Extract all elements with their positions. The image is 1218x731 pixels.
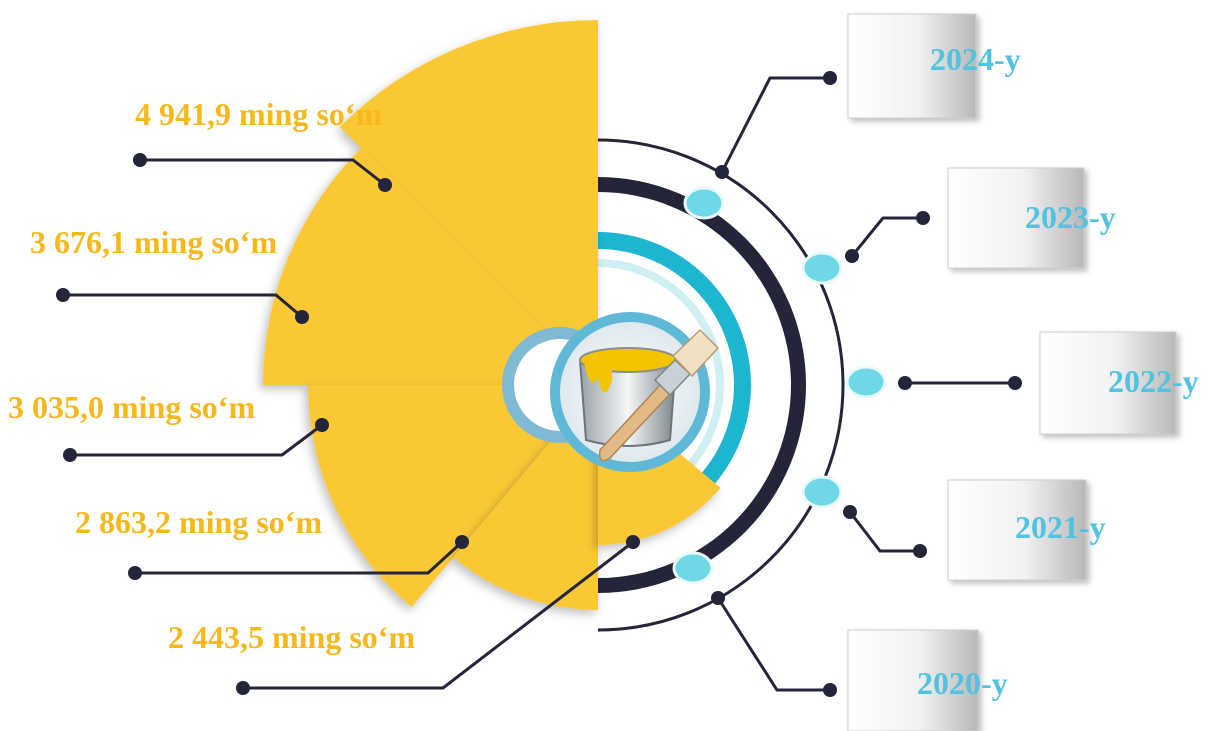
ring-marker-dot-4 <box>801 475 843 509</box>
connector-end-dot <box>898 376 912 390</box>
connector-end-dot <box>133 153 147 167</box>
value-label-2022-y: 3 035,0 ming so‘m <box>8 389 255 425</box>
year-label-2021-y: 2021-y <box>1015 509 1106 545</box>
connector-end-dot <box>823 71 837 85</box>
year-label-2023-y: 2023-y <box>1025 199 1116 235</box>
year-connector-2020-y <box>716 597 830 692</box>
ring-marker-dot-3 <box>845 365 887 399</box>
value-labels: 4 941,9 ming so‘m 3 676,1 ming so‘m 3 035,… <box>8 96 640 695</box>
year-box-2024-y <box>847 13 977 119</box>
connector-end-dot <box>843 505 857 519</box>
year-label-2022-y: 2022-y <box>1108 363 1199 399</box>
pie-slice-2024-y <box>339 20 598 385</box>
year-box-2023-y <box>947 167 1085 269</box>
value-connector-2022-y <box>70 423 323 457</box>
ring-marker-dot-2 <box>801 251 843 285</box>
connector-end-dot <box>913 544 927 558</box>
connector-end-dot <box>128 566 142 580</box>
connector-end-dot <box>823 683 837 697</box>
connector-end-dot <box>626 535 640 549</box>
pie-slices <box>263 20 721 610</box>
connector-end-dot <box>315 418 329 432</box>
value-connector-2023-y <box>63 293 303 319</box>
value-connector-2020-y <box>243 540 634 690</box>
year-box-2022-y <box>1039 331 1177 435</box>
value-label-2021-y: 2 863,2 ming so‘m <box>75 504 322 540</box>
year-label-2020-y: 2020-y <box>917 665 1008 701</box>
connector-end-dot <box>63 448 77 462</box>
year-labels: 2024-y 2023-y 2022-y 2021-y 2020-y <box>711 13 1199 731</box>
value-label-2020-y: 2 443,5 ming so‘m <box>168 619 415 655</box>
year-box-2021-y <box>947 479 1087 581</box>
pie-slice-2022-y <box>308 385 598 608</box>
connector-end-dot <box>56 288 70 302</box>
ring-marker-dot-5 <box>672 551 714 585</box>
connector-end-dot <box>378 178 392 192</box>
connector-end-dot <box>715 165 729 179</box>
connector-end-dot <box>845 249 859 263</box>
value-connector-2021-y <box>135 540 464 575</box>
brush-handle <box>598 383 672 462</box>
ring-marker-dot-1 <box>683 186 725 220</box>
paint-drip <box>584 362 612 393</box>
connector-end-dot <box>711 591 725 605</box>
year-connector-2023-y <box>850 216 923 257</box>
year-label-2024-y: 2024-y <box>930 41 1021 77</box>
value-label-2024-y: 4 941,9 ming so‘m <box>135 96 382 132</box>
year-connector-2021-y <box>848 511 920 553</box>
pie-slice-2023-y <box>263 148 598 385</box>
connector-end-dot <box>916 211 930 225</box>
brush-bristles <box>671 328 720 378</box>
connector-end-dot <box>455 535 469 549</box>
paint-bucket-brush-icon <box>502 312 720 472</box>
connector-end-dot <box>236 681 250 695</box>
value-label-2023-y: 3 676,1 ming so‘m <box>30 224 277 260</box>
year-connector-2024-y <box>720 76 830 173</box>
value-connector-2024-y <box>140 158 386 187</box>
cyan-ring <box>598 232 751 538</box>
year-box-2020-y <box>847 629 979 731</box>
connector-end-dot <box>1008 376 1022 390</box>
connector-end-dot <box>295 310 309 324</box>
